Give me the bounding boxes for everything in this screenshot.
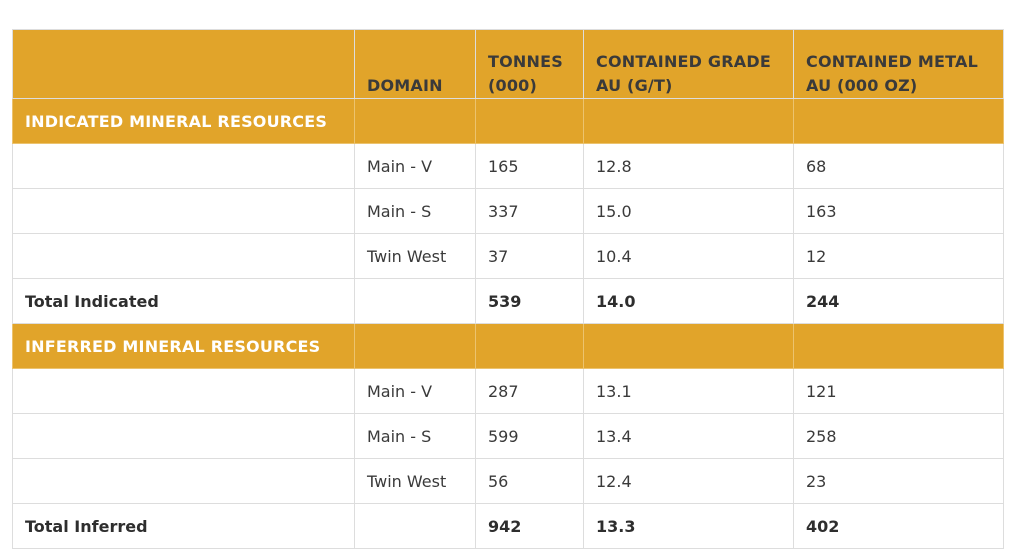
tonnes-cell: 165 <box>475 143 584 189</box>
header-domain: DOMAIN <box>354 29 476 99</box>
header-tonnes-line1: TONNES <box>488 52 563 71</box>
section-cell <box>475 323 584 369</box>
mineral-resources-table: DOMAIN TONNES (000) CONTAINED GRADE AU (G/… <box>12 29 1004 549</box>
total-grade: 14.0 <box>583 278 794 324</box>
total-tonnes: 942 <box>475 503 584 549</box>
total-grade: 13.3 <box>583 503 794 549</box>
tonnes-cell: 37 <box>475 233 584 279</box>
tonnes-cell: 599 <box>475 413 584 459</box>
metal-cell: 12 <box>793 233 1004 279</box>
header-domain-text: DOMAIN <box>367 76 443 95</box>
domain-cell: Main - S <box>354 413 476 459</box>
header-grade: CONTAINED GRADE AU (G/T) <box>583 29 794 99</box>
header-row: DOMAIN TONNES (000) CONTAINED GRADE AU (G/… <box>12 29 1004 99</box>
header-label-cell <box>12 29 355 99</box>
table-row: Main - S 599 13.4 258 <box>12 413 1004 459</box>
domain-cell: Main - V <box>354 368 476 414</box>
grade-cell: 12.4 <box>583 458 794 504</box>
domain-cell: Main - V <box>354 143 476 189</box>
table-row: Main - S 337 15.0 163 <box>12 188 1004 234</box>
section-header-row: INDICATED MINERAL RESOURCES <box>12 98 1004 144</box>
section-cell <box>793 323 1004 369</box>
tonnes-cell: 337 <box>475 188 584 234</box>
row-label-cell <box>12 233 355 279</box>
row-label-cell <box>12 188 355 234</box>
domain-cell <box>354 503 476 549</box>
total-label: Total Indicated <box>12 278 355 324</box>
row-label-cell <box>12 143 355 189</box>
metal-cell: 68 <box>793 143 1004 189</box>
tonnes-cell: 287 <box>475 368 584 414</box>
row-label-cell <box>12 368 355 414</box>
total-row: Total Indicated 539 14.0 244 <box>12 278 1004 324</box>
cropped-caption-area <box>0 0 1018 12</box>
total-label: Total Inferred <box>12 503 355 549</box>
section-title: INFERRED MINERAL RESOURCES <box>12 323 355 369</box>
header-tonnes: TONNES (000) <box>475 29 584 99</box>
header-grade-line2: AU (G/T) <box>596 76 673 95</box>
table-row: Main - V 165 12.8 68 <box>12 143 1004 189</box>
tonnes-cell: 56 <box>475 458 584 504</box>
total-metal: 244 <box>793 278 1004 324</box>
metal-cell: 121 <box>793 368 1004 414</box>
grade-cell: 13.4 <box>583 413 794 459</box>
grade-cell: 13.1 <box>583 368 794 414</box>
grade-cell: 12.8 <box>583 143 794 189</box>
domain-cell <box>354 278 476 324</box>
section-cell <box>583 98 794 144</box>
section-cell <box>793 98 1004 144</box>
table-row: Twin West 37 10.4 12 <box>12 233 1004 279</box>
domain-cell: Main - S <box>354 188 476 234</box>
header-tonnes-line2: (000) <box>488 76 538 95</box>
section-cell <box>583 323 794 369</box>
row-label-cell <box>12 413 355 459</box>
table-row: Main - V 287 13.1 121 <box>12 368 1004 414</box>
table-row: Twin West 56 12.4 23 <box>12 458 1004 504</box>
header-metal-line2: AU (000 OZ) <box>806 76 918 95</box>
header-metal-line1: CONTAINED METAL <box>806 52 979 71</box>
header-metal: CONTAINED METAL AU (000 OZ) <box>793 29 1004 99</box>
metal-cell: 258 <box>793 413 1004 459</box>
grade-cell: 15.0 <box>583 188 794 234</box>
total-row: Total Inferred 942 13.3 402 <box>12 503 1004 549</box>
section-header-row: INFERRED MINERAL RESOURCES <box>12 323 1004 369</box>
header-grade-line1: CONTAINED GRADE <box>596 52 771 71</box>
metal-cell: 23 <box>793 458 1004 504</box>
domain-cell: Twin West <box>354 458 476 504</box>
total-tonnes: 539 <box>475 278 584 324</box>
metal-cell: 163 <box>793 188 1004 234</box>
domain-cell: Twin West <box>354 233 476 279</box>
row-label-cell <box>12 458 355 504</box>
section-cell <box>354 98 476 144</box>
grade-cell: 10.4 <box>583 233 794 279</box>
total-metal: 402 <box>793 503 1004 549</box>
section-title: INDICATED MINERAL RESOURCES <box>12 98 355 144</box>
section-cell <box>354 323 476 369</box>
section-cell <box>475 98 584 144</box>
